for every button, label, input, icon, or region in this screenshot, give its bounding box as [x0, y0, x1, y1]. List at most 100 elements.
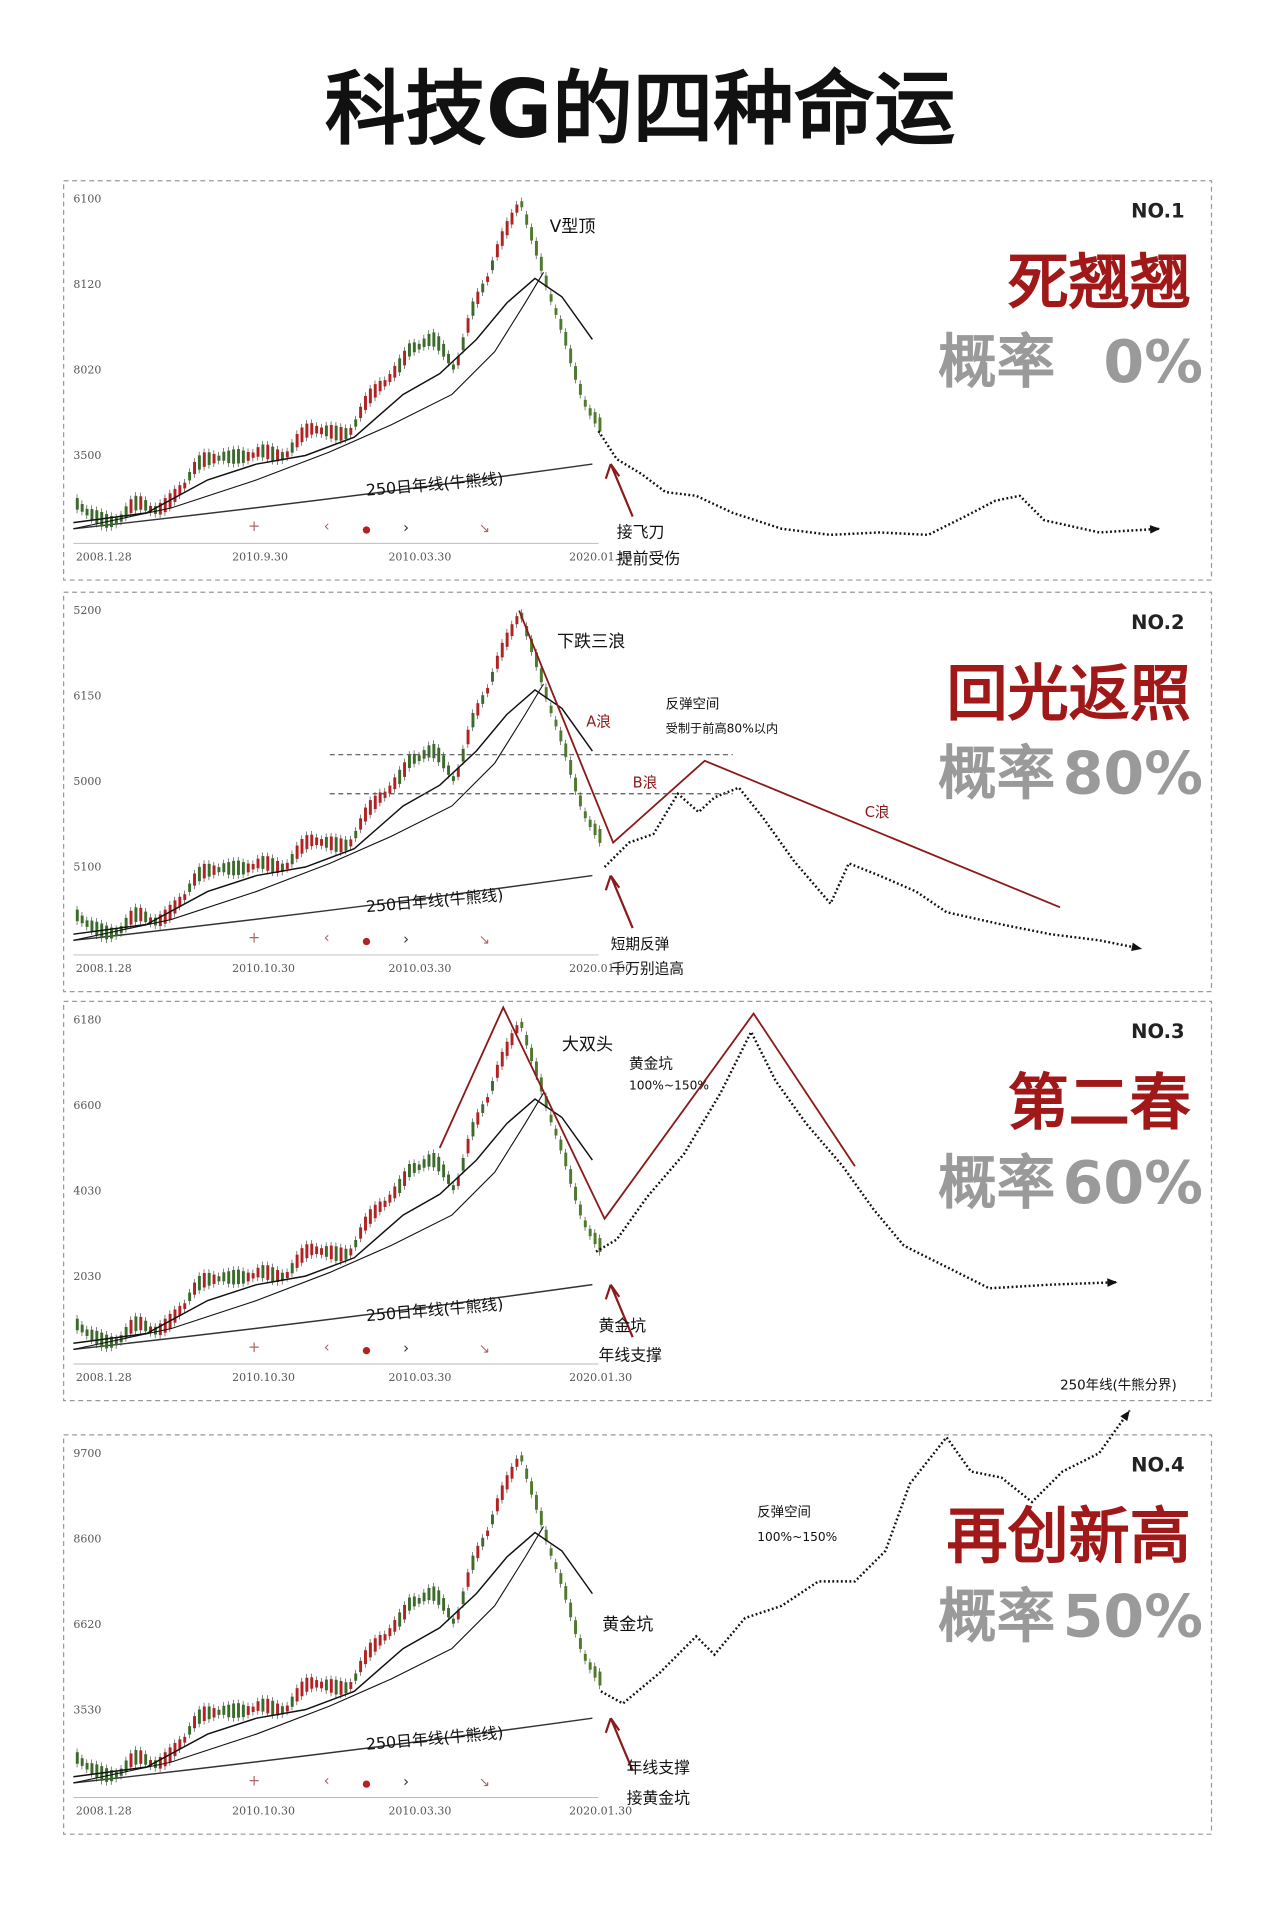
candle [412, 1162, 416, 1173]
candle [578, 1638, 582, 1649]
candle [222, 1705, 226, 1715]
candle [153, 1326, 157, 1335]
candle [188, 1292, 192, 1302]
candle [183, 1303, 187, 1310]
candle [256, 858, 260, 869]
candle [373, 384, 377, 398]
candle [90, 920, 94, 932]
candle [105, 1334, 109, 1349]
candle [114, 929, 118, 937]
candle [437, 1156, 441, 1172]
candle [144, 1320, 148, 1332]
x-tick-label: 2008.1.28 [76, 551, 132, 564]
x-tick-label: 2008.1.28 [76, 1805, 132, 1818]
candle [85, 920, 89, 927]
candle [388, 1628, 392, 1637]
candle [197, 1709, 201, 1724]
candle [285, 1272, 289, 1279]
candle [334, 1246, 338, 1261]
candle [202, 863, 206, 879]
candle [129, 499, 133, 514]
candle [334, 1679, 338, 1695]
candle [539, 1077, 543, 1092]
candle [378, 1201, 382, 1212]
candle [261, 444, 265, 458]
candle [178, 1739, 182, 1750]
candle [90, 509, 94, 520]
candle [359, 406, 363, 419]
panel-frame [63, 1000, 1213, 1402]
candle [237, 860, 240, 875]
candle [407, 1163, 411, 1178]
marker: ‹ [324, 1772, 330, 1789]
candle [339, 426, 343, 441]
candle [315, 1246, 319, 1255]
candle [354, 1673, 358, 1681]
candle [246, 1272, 250, 1282]
candle [530, 1047, 534, 1062]
marker: ↘ [479, 933, 490, 948]
candle [481, 1537, 485, 1547]
candle [437, 336, 441, 351]
candle [144, 1754, 148, 1765]
candle [520, 1455, 524, 1462]
candle [271, 858, 275, 873]
y-tick-label: 9700 [73, 1447, 101, 1460]
candle [320, 839, 323, 846]
candle [153, 1760, 157, 1769]
candle [407, 1597, 411, 1611]
candle [588, 1662, 592, 1670]
candle [564, 1152, 568, 1167]
candle [158, 1323, 162, 1336]
candle [202, 452, 206, 467]
candle [110, 516, 113, 528]
candle [398, 1178, 402, 1194]
fate-name: 死翘翘 [1008, 247, 1191, 318]
candle [456, 767, 460, 777]
candle [105, 514, 109, 528]
candle [173, 900, 177, 914]
candle [261, 856, 265, 869]
candle [110, 927, 113, 939]
annotation: 黄金坑 [629, 1056, 673, 1073]
candle [578, 1204, 582, 1216]
candle [598, 1238, 602, 1252]
candle [232, 1270, 236, 1285]
candle [105, 1768, 109, 1782]
candle [407, 343, 411, 357]
candle [574, 1620, 577, 1634]
candle [368, 800, 372, 815]
candle [237, 1703, 240, 1718]
y-tick-label: 4030 [73, 1184, 101, 1197]
panel-frame [63, 591, 1213, 993]
candle [398, 358, 402, 373]
candle [276, 1703, 280, 1716]
candle [183, 894, 187, 900]
candle [525, 1035, 529, 1046]
panel-number: NO.4 [1131, 1453, 1185, 1476]
candle [197, 866, 201, 882]
candle [486, 276, 490, 282]
title: 科技G的四种命运 [325, 63, 956, 157]
probability: 0% [1103, 328, 1203, 396]
candle [349, 1682, 353, 1689]
candle [80, 1758, 84, 1766]
candle [530, 227, 534, 241]
candle [520, 201, 524, 208]
candle [398, 769, 402, 784]
candle [422, 1592, 426, 1602]
candle [447, 765, 450, 775]
candle [329, 424, 333, 439]
x-tick-label: 2008.1.28 [76, 962, 132, 975]
candle [246, 452, 250, 461]
candle [324, 1246, 328, 1257]
candle [212, 1708, 216, 1718]
x-tick-label: 2020.01.30 [569, 1805, 632, 1818]
candle [310, 423, 314, 435]
candle [471, 1122, 475, 1137]
candle [217, 1276, 221, 1282]
candle [583, 399, 587, 407]
candle [398, 1612, 402, 1627]
probability: 60% [1063, 1149, 1203, 1217]
candle [300, 1248, 304, 1263]
